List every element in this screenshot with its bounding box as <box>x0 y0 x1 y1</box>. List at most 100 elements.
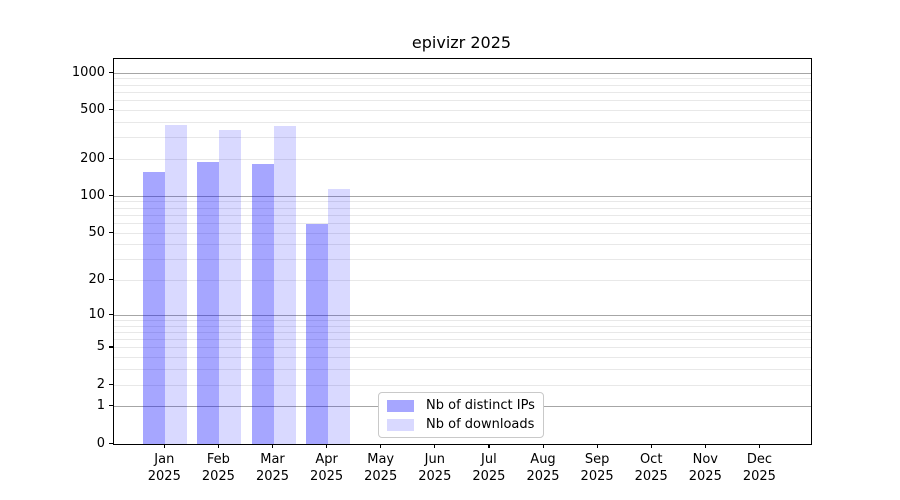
x-tick-month: May <box>367 452 395 467</box>
gridline-minor <box>114 84 811 86</box>
gridline-minor <box>114 357 811 359</box>
x-tick-mark <box>434 444 436 448</box>
y-tick-mark <box>109 313 113 315</box>
x-tick-label: Apr 2025 <box>310 451 343 485</box>
x-tick-mark <box>596 444 598 448</box>
chart-title: epivizr 2025 <box>411 33 512 52</box>
y-tick-label: 10 <box>88 306 105 322</box>
x-tick-year: 2025 <box>472 469 506 484</box>
gridline-major <box>114 314 811 316</box>
y-tick-mark <box>109 108 113 111</box>
x-tick-month: Feb <box>206 452 230 467</box>
bar-downloads-mar <box>273 125 296 444</box>
x-tick-mark <box>272 444 274 448</box>
bar-downloads-apr <box>327 188 350 444</box>
gridline-minor <box>114 78 811 80</box>
x-tick-mark <box>217 444 220 448</box>
x-tick-year: 2025 <box>418 469 452 484</box>
gridline-minor <box>114 331 811 333</box>
x-tick-mark <box>326 444 328 448</box>
x-tick-label: Mar 2025 <box>256 451 289 485</box>
x-tick-month: Nov <box>692 452 718 467</box>
x-tick-year: 2025 <box>634 469 668 484</box>
x-tick-year: 2025 <box>688 469 722 484</box>
x-tick-label: Jan 2025 <box>148 451 181 485</box>
x-tick-mark <box>758 444 761 448</box>
x-tick-label: Dec 2025 <box>743 451 776 485</box>
bar-distinct-ips-apr <box>305 224 328 444</box>
x-tick-mark <box>380 444 382 448</box>
y-tick-label: 2 <box>96 376 105 392</box>
legend-item-distinct-ips: Nb of distinct IPs <box>387 398 535 413</box>
gridline-minor <box>114 214 811 216</box>
bar-downloads-jan <box>165 125 188 444</box>
x-tick-mark <box>542 444 544 448</box>
gridline-minor <box>114 347 811 349</box>
gridline-minor <box>114 91 811 93</box>
x-tick-label: Jun 2025 <box>418 451 451 485</box>
y-tick-mark <box>109 346 113 348</box>
legend-label-distinct-ips: Nb of distinct IPs <box>426 398 535 413</box>
x-tick-label: Oct 2025 <box>635 451 668 485</box>
y-tick-mark <box>109 194 113 197</box>
legend-swatch-downloads <box>387 418 414 431</box>
gridline-minor <box>114 244 811 246</box>
bar-downloads-feb <box>219 129 242 444</box>
x-tick-month: Jun <box>424 452 445 467</box>
legend-item-downloads: Nb of downloads <box>387 417 535 432</box>
gridline-minor <box>114 259 811 261</box>
y-tick-mark <box>109 157 113 160</box>
gridline-minor <box>114 201 811 203</box>
gridline-minor <box>114 222 811 224</box>
y-tick-label: 1 <box>96 398 105 414</box>
gridline-minor <box>114 207 811 209</box>
x-tick-year: 2025 <box>526 469 560 484</box>
gridline-minor <box>114 325 811 327</box>
x-tick-label: May 2025 <box>364 451 397 485</box>
x-tick-month: Mar <box>260 452 285 467</box>
x-tick-mark <box>650 444 652 448</box>
x-tick-label: Jul 2025 <box>472 451 505 485</box>
x-tick-month: Apr <box>315 452 338 467</box>
x-tick-label: Sep 2025 <box>581 451 614 485</box>
x-tick-label: Aug 2025 <box>526 451 559 485</box>
y-tick-mark <box>109 279 113 281</box>
gridline-minor <box>114 109 811 111</box>
gridline-minor <box>114 369 811 371</box>
x-tick-year: 2025 <box>147 469 181 484</box>
x-tick-year: 2025 <box>580 469 614 484</box>
bar-distinct-ips-feb <box>197 162 220 444</box>
x-tick-label: Nov 2025 <box>689 451 722 485</box>
y-tick-mark <box>109 405 113 407</box>
gridline-minor <box>114 100 811 102</box>
gridline-minor <box>114 158 811 160</box>
x-axis: Jan 2025 Feb 2025 Mar 2025 Apr 2025 May 2025 Jun 20… <box>113 444 810 494</box>
legend: Nb of distinct IPs Nb of downloads <box>378 392 544 438</box>
x-tick-month: Sep <box>584 452 610 467</box>
gridline-minor <box>114 232 811 234</box>
gridline-major <box>114 72 811 74</box>
gridline-major <box>114 195 811 197</box>
x-tick-month: Jul <box>481 452 497 467</box>
x-tick-month: Oct <box>639 452 663 467</box>
x-tick-mark <box>704 444 706 448</box>
y-tick-label: 20 <box>88 272 105 288</box>
y-tick-label: 1000 <box>71 64 105 80</box>
x-tick-year: 2025 <box>310 469 344 484</box>
x-tick-month: Aug <box>530 452 556 467</box>
x-tick-year: 2025 <box>255 469 290 484</box>
legend-label-downloads: Nb of downloads <box>426 417 535 432</box>
y-tick-mark <box>109 231 113 233</box>
x-tick-label: Feb 2025 <box>202 451 235 485</box>
y-tick-label: 200 <box>80 150 105 166</box>
bar-distinct-ips-jan <box>143 172 166 444</box>
gridline-minor <box>114 339 811 341</box>
y-tick-mark <box>109 442 113 444</box>
x-tick-year: 2025 <box>201 469 235 484</box>
y-tick-label: 50 <box>88 224 105 240</box>
y-tick-label: 5 <box>96 339 105 355</box>
y-axis: 0 1 2 5 10 20 50 100 200 500 1000 <box>0 58 113 450</box>
y-tick-label: 500 <box>80 101 105 117</box>
bar-distinct-ips-mar <box>251 164 274 444</box>
